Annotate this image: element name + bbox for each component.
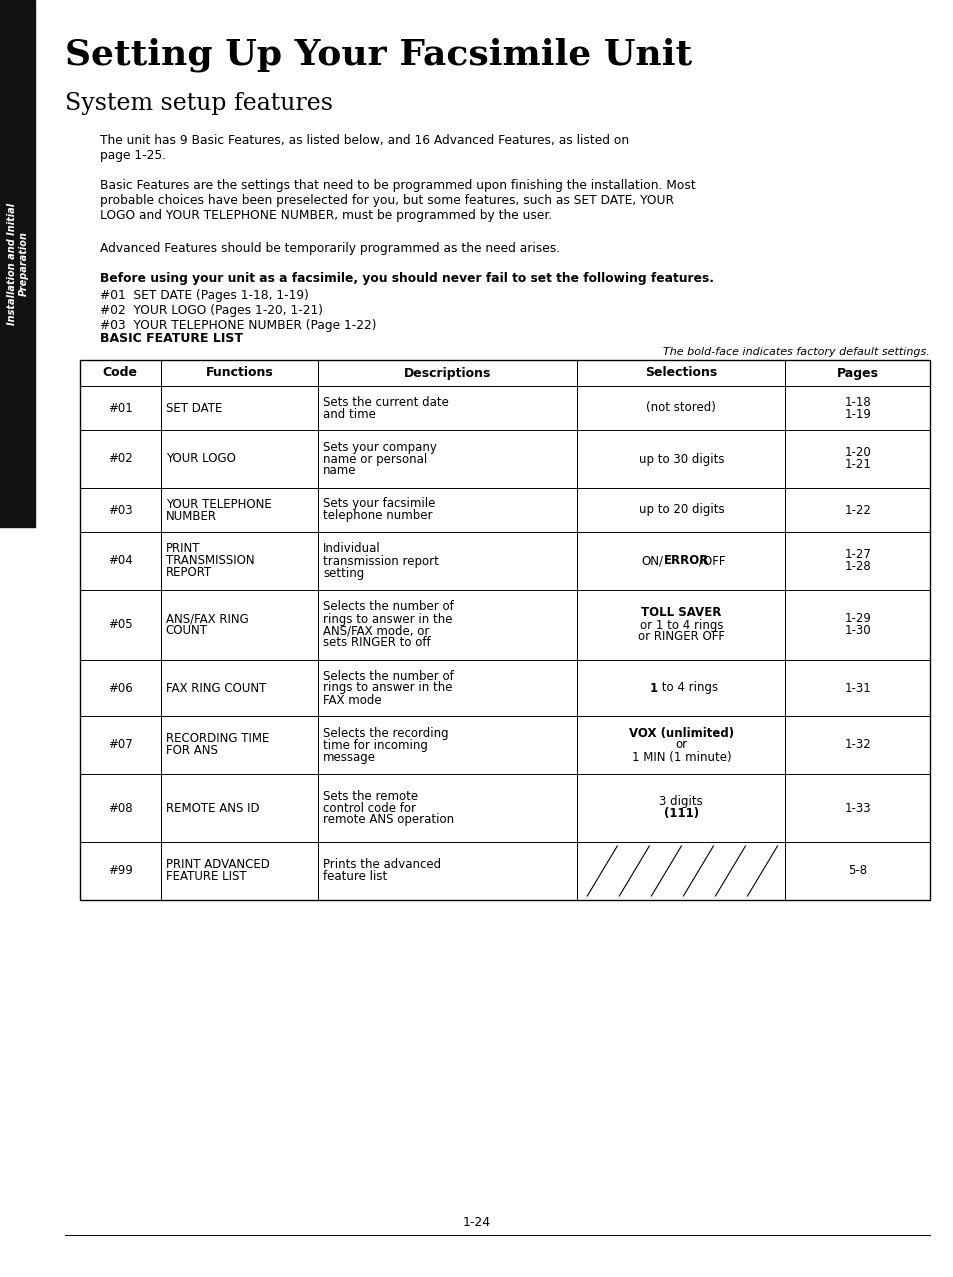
- Text: message: message: [323, 751, 375, 764]
- Text: #08: #08: [108, 802, 132, 815]
- Text: 1-31: 1-31: [843, 682, 870, 695]
- Text: Installation and Initial
Preparation: Installation and Initial Preparation: [7, 203, 29, 324]
- Text: 1-29: 1-29: [843, 613, 870, 626]
- Text: FEATURE LIST: FEATURE LIST: [166, 871, 246, 884]
- Text: ERROR: ERROR: [663, 554, 708, 567]
- Text: YOUR LOGO: YOUR LOGO: [166, 452, 235, 466]
- Text: Sets your facsimile: Sets your facsimile: [323, 498, 435, 511]
- Text: Selects the number of: Selects the number of: [323, 600, 454, 613]
- Text: BASIC FEATURE LIST: BASIC FEATURE LIST: [100, 332, 243, 345]
- Text: sets RINGER to off: sets RINGER to off: [323, 636, 430, 650]
- Text: REMOTE ANS ID: REMOTE ANS ID: [166, 802, 259, 815]
- Text: 1 MIN (1 minute): 1 MIN (1 minute): [631, 751, 730, 764]
- Text: setting: setting: [323, 567, 364, 580]
- Text: PRINT: PRINT: [166, 543, 200, 555]
- Text: NUMBER: NUMBER: [166, 510, 216, 522]
- Text: ANS/FAX mode, or: ANS/FAX mode, or: [323, 624, 429, 637]
- Bar: [0, 0, 35, 527]
- Text: PRINT ADVANCED: PRINT ADVANCED: [166, 858, 270, 871]
- Text: Basic Features are the settings that need to be programmed upon finishing the in: Basic Features are the settings that nee…: [100, 179, 695, 222]
- Text: or 1 to 4 rings: or 1 to 4 rings: [639, 618, 722, 632]
- Text: Prints the advanced: Prints the advanced: [323, 858, 440, 871]
- Text: 1-33: 1-33: [843, 802, 870, 815]
- Text: (111): (111): [663, 807, 699, 821]
- Text: TRANSMISSION: TRANSMISSION: [166, 554, 254, 567]
- Text: #06: #06: [108, 682, 132, 695]
- Text: #01: #01: [108, 401, 132, 415]
- Text: #01  SET DATE (Pages 1-18, 1-19): #01 SET DATE (Pages 1-18, 1-19): [100, 289, 309, 301]
- Text: Before using your unit as a facsimile, you should never fail to set the followin: Before using your unit as a facsimile, y…: [100, 272, 713, 285]
- Text: telephone number: telephone number: [323, 510, 432, 522]
- Text: time for incoming: time for incoming: [323, 738, 428, 751]
- Text: System setup features: System setup features: [65, 92, 333, 115]
- Text: 1: 1: [649, 682, 658, 695]
- Text: FAX mode: FAX mode: [323, 693, 381, 706]
- Text: rings to answer in the: rings to answer in the: [323, 682, 452, 695]
- Text: and time: and time: [323, 407, 375, 420]
- Text: 1-27: 1-27: [843, 549, 870, 562]
- Text: Code: Code: [103, 366, 138, 379]
- Text: #02: #02: [108, 452, 132, 466]
- Text: Advanced Features should be temporarily programmed as the need arises.: Advanced Features should be temporarily …: [100, 243, 559, 255]
- Text: Sets the current date: Sets the current date: [323, 396, 449, 409]
- Text: 1-32: 1-32: [843, 738, 870, 751]
- Text: SET DATE: SET DATE: [166, 401, 222, 415]
- Text: ON/: ON/: [641, 554, 663, 567]
- Text: (not stored): (not stored): [646, 401, 716, 415]
- Text: YOUR TELEPHONE: YOUR TELEPHONE: [166, 498, 272, 511]
- Text: 1-28: 1-28: [843, 561, 870, 573]
- Text: 1-20: 1-20: [843, 447, 870, 460]
- Text: Selects the number of: Selects the number of: [323, 669, 454, 682]
- Text: 1-18: 1-18: [843, 396, 870, 409]
- Text: FOR ANS: FOR ANS: [166, 744, 217, 757]
- Text: 1-21: 1-21: [843, 458, 870, 471]
- Text: 5-8: 5-8: [847, 865, 866, 877]
- Text: remote ANS operation: remote ANS operation: [323, 813, 454, 826]
- Text: 1-19: 1-19: [843, 407, 870, 420]
- Text: Descriptions: Descriptions: [403, 366, 491, 379]
- Text: up to 30 digits: up to 30 digits: [638, 452, 723, 466]
- Text: Sets the remote: Sets the remote: [323, 789, 417, 802]
- Text: up to 20 digits: up to 20 digits: [638, 503, 723, 516]
- Text: TOLL SAVER: TOLL SAVER: [640, 607, 720, 619]
- Text: #04: #04: [108, 554, 132, 567]
- Text: The bold-face indicates factory default settings.: The bold-face indicates factory default …: [662, 347, 929, 358]
- Text: The unit has 9 Basic Features, as listed below, and 16 Advanced Features, as lis: The unit has 9 Basic Features, as listed…: [100, 134, 628, 162]
- Text: #02  YOUR LOGO (Pages 1-20, 1-21): #02 YOUR LOGO (Pages 1-20, 1-21): [100, 304, 323, 317]
- Text: to 4 rings: to 4 rings: [658, 682, 718, 695]
- Text: or: or: [675, 738, 687, 751]
- Text: #03  YOUR TELEPHONE NUMBER (Page 1-22): #03 YOUR TELEPHONE NUMBER (Page 1-22): [100, 319, 376, 332]
- Text: name: name: [323, 465, 356, 478]
- Text: Setting Up Your Facsimile Unit: Setting Up Your Facsimile Unit: [65, 37, 691, 72]
- Text: 1-22: 1-22: [843, 503, 870, 516]
- Text: 3 digits: 3 digits: [659, 796, 702, 808]
- Text: rings to answer in the: rings to answer in the: [323, 613, 452, 626]
- Text: #03: #03: [108, 503, 132, 516]
- Text: Individual: Individual: [323, 543, 380, 555]
- Text: 1-24: 1-24: [462, 1216, 491, 1228]
- Text: transmission report: transmission report: [323, 554, 438, 567]
- Text: name or personal: name or personal: [323, 452, 427, 466]
- Text: REPORT: REPORT: [166, 567, 212, 580]
- Text: ANS/FAX RING: ANS/FAX RING: [166, 613, 248, 626]
- Text: Functions: Functions: [205, 366, 273, 379]
- Text: Sets your company: Sets your company: [323, 441, 436, 453]
- Text: #99: #99: [108, 865, 132, 877]
- Text: RECORDING TIME: RECORDING TIME: [166, 733, 269, 746]
- Text: #05: #05: [108, 618, 132, 632]
- Text: feature list: feature list: [323, 871, 387, 884]
- Text: Selections: Selections: [644, 366, 717, 379]
- Text: VOX (unlimited): VOX (unlimited): [628, 727, 733, 739]
- Text: or RINGER OFF: or RINGER OFF: [638, 631, 724, 644]
- Text: Pages: Pages: [836, 366, 878, 379]
- Text: #07: #07: [108, 738, 132, 751]
- Bar: [80, 360, 929, 900]
- Text: control code for: control code for: [323, 802, 416, 815]
- Text: 1-30: 1-30: [843, 624, 870, 637]
- Text: /OFF: /OFF: [699, 554, 724, 567]
- Text: Selects the recording: Selects the recording: [323, 727, 448, 739]
- Text: FAX RING COUNT: FAX RING COUNT: [166, 682, 266, 695]
- Text: COUNT: COUNT: [166, 624, 208, 637]
